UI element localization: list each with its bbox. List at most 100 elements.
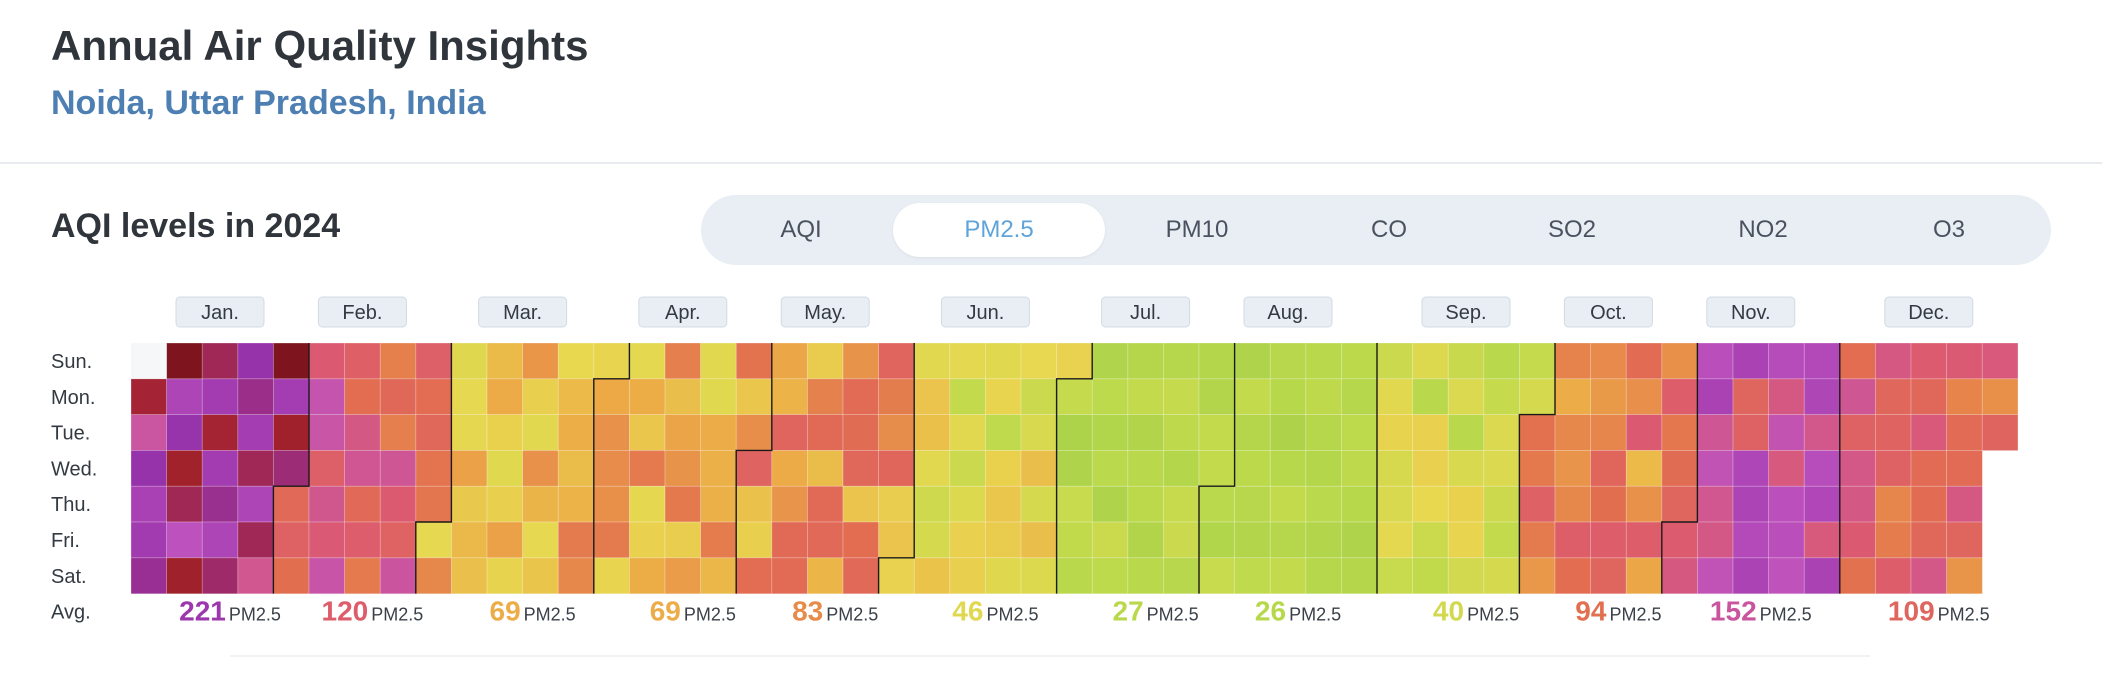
day-cell xyxy=(913,414,951,452)
day-cell xyxy=(1091,521,1129,559)
tab-co[interactable]: CO xyxy=(1371,216,1407,243)
month-average: 46 PM2.5 xyxy=(952,596,1038,627)
day-cell xyxy=(1412,449,1449,487)
day-cell xyxy=(1269,485,1307,523)
day-cell xyxy=(450,521,488,559)
day-cell xyxy=(557,557,595,595)
day-cell xyxy=(1163,449,1200,487)
day-cell xyxy=(949,414,986,452)
day-cell xyxy=(1519,378,1556,416)
day-cell xyxy=(1590,449,1627,487)
day-cell xyxy=(1341,414,1378,452)
day-cell xyxy=(201,485,239,523)
day-cell xyxy=(308,485,346,523)
day-cell xyxy=(985,485,1022,523)
day-cell xyxy=(1981,342,2019,380)
day-cell xyxy=(308,378,346,416)
day-cell xyxy=(1697,521,1734,559)
day-cell xyxy=(1198,342,1236,380)
day-cell xyxy=(593,521,630,559)
day-cell xyxy=(1625,557,1663,595)
day-cell xyxy=(735,342,773,380)
day-cell xyxy=(1981,414,2019,452)
day-cell xyxy=(1875,378,1912,416)
day-cell xyxy=(1412,557,1449,595)
day-cell xyxy=(1163,485,1200,523)
month-average: 221 PM2.5 xyxy=(179,596,281,627)
day-cell xyxy=(1091,485,1129,523)
day-cell xyxy=(735,449,773,487)
day-cell xyxy=(1732,414,1770,452)
day-cell xyxy=(629,485,666,523)
day-cell xyxy=(1839,557,1877,595)
day-cell xyxy=(486,414,524,452)
day-cell xyxy=(237,557,275,595)
day-cell xyxy=(1910,449,1948,487)
day-cell xyxy=(272,557,310,595)
day-cell xyxy=(1020,557,1058,595)
tab-so2[interactable]: SO2 xyxy=(1547,216,1597,243)
day-label: Sat. xyxy=(51,566,87,588)
day-cell xyxy=(1056,521,1093,559)
day-cell xyxy=(1091,557,1129,595)
day-cell xyxy=(1910,521,1948,559)
day-cell xyxy=(1376,521,1414,559)
day-cell xyxy=(700,521,737,559)
day-cell xyxy=(1020,485,1058,523)
day-cell xyxy=(308,557,346,595)
day-cell xyxy=(272,485,310,523)
day-cell xyxy=(1127,449,1165,487)
month-average-value: 46 xyxy=(952,596,983,627)
day-cell xyxy=(486,521,524,559)
day-cell xyxy=(593,378,630,416)
month-average-unit: PM2.5 xyxy=(826,605,878,625)
day-cell xyxy=(878,342,915,380)
day-cell xyxy=(1305,414,1343,452)
tab-pm25[interactable]: PM2.5 xyxy=(893,203,1105,257)
day-cell xyxy=(1447,414,1485,452)
month-label-box xyxy=(1243,296,1333,328)
day-cell xyxy=(1127,378,1165,416)
day-cell xyxy=(1697,557,1734,595)
tab-pm10[interactable]: PM10 xyxy=(1165,216,1229,243)
tab-no2[interactable]: NO2 xyxy=(1738,216,1788,243)
day-cell xyxy=(486,485,524,523)
tab-o3[interactable]: O3 xyxy=(1932,216,1965,243)
day-cell xyxy=(700,485,737,523)
day-cell xyxy=(629,521,666,559)
month-label-box xyxy=(638,296,728,328)
day-cell xyxy=(557,342,595,380)
day-cell xyxy=(1447,449,1485,487)
day-cell xyxy=(1625,378,1663,416)
day-cell xyxy=(1554,342,1592,380)
day-cell xyxy=(1198,521,1236,559)
day-cell xyxy=(1875,342,1912,380)
day-cell xyxy=(1910,414,1948,452)
day-cell xyxy=(842,378,880,416)
day-cell xyxy=(522,557,559,595)
day-cell xyxy=(130,414,168,452)
day-cell xyxy=(1056,485,1093,523)
day-cell xyxy=(1732,449,1770,487)
day-cell xyxy=(201,449,239,487)
day-cell xyxy=(237,414,275,452)
day-cell xyxy=(1625,342,1663,380)
day-cell xyxy=(1376,414,1414,452)
day-cell xyxy=(1198,485,1236,523)
day-cell xyxy=(1234,521,1271,559)
day-cell xyxy=(1946,557,1983,595)
day-cell xyxy=(913,378,951,416)
day-cell xyxy=(664,557,702,595)
day-cell xyxy=(1590,521,1627,559)
day-cell xyxy=(1163,414,1200,452)
day-cell xyxy=(522,449,559,487)
day-cell xyxy=(1768,342,1805,380)
month-label: Feb. xyxy=(342,302,382,324)
day-cell xyxy=(1910,557,1948,595)
day-cell xyxy=(344,414,381,452)
day-cell xyxy=(1020,449,1058,487)
tab-aqi[interactable]: AQI xyxy=(780,216,822,243)
day-cell xyxy=(1341,342,1378,380)
day-cell xyxy=(166,485,203,523)
day-cell xyxy=(1412,414,1449,452)
